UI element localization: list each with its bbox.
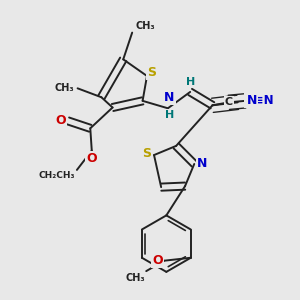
Text: H: H bbox=[185, 76, 195, 87]
Text: S: S bbox=[142, 147, 151, 160]
Text: CH₃: CH₃ bbox=[135, 21, 155, 31]
Text: CH₃: CH₃ bbox=[125, 273, 145, 283]
Text: C: C bbox=[225, 97, 233, 107]
Text: O: O bbox=[55, 114, 66, 128]
Text: S: S bbox=[147, 67, 156, 80]
Text: C≡N: C≡N bbox=[245, 94, 274, 107]
Text: N: N bbox=[197, 158, 208, 170]
Text: O: O bbox=[152, 254, 163, 267]
Text: N: N bbox=[247, 94, 257, 107]
Text: H: H bbox=[165, 110, 174, 120]
Text: O: O bbox=[86, 152, 97, 165]
Text: CH₃: CH₃ bbox=[55, 83, 75, 93]
Text: N: N bbox=[164, 91, 175, 104]
Text: CH₂CH₃: CH₂CH₃ bbox=[39, 171, 75, 180]
